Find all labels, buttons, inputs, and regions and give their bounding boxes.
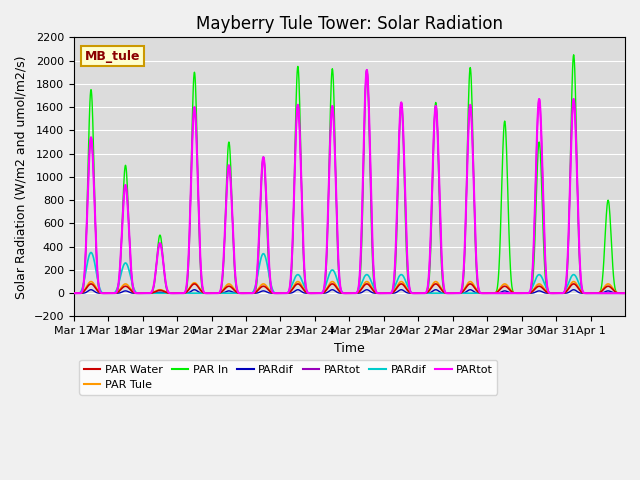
Title: Mayberry Tule Tower: Solar Radiation: Mayberry Tule Tower: Solar Radiation <box>196 15 503 33</box>
X-axis label: Time: Time <box>334 342 365 355</box>
Legend: PAR Water, PAR Tule, PAR In, PARdif, PARtot, PARdif, PARtot: PAR Water, PAR Tule, PAR In, PARdif, PAR… <box>79 360 497 395</box>
Text: MB_tule: MB_tule <box>85 49 140 63</box>
Y-axis label: Solar Radiation (W/m2 and umol/m2/s): Solar Radiation (W/m2 and umol/m2/s) <box>15 55 28 299</box>
